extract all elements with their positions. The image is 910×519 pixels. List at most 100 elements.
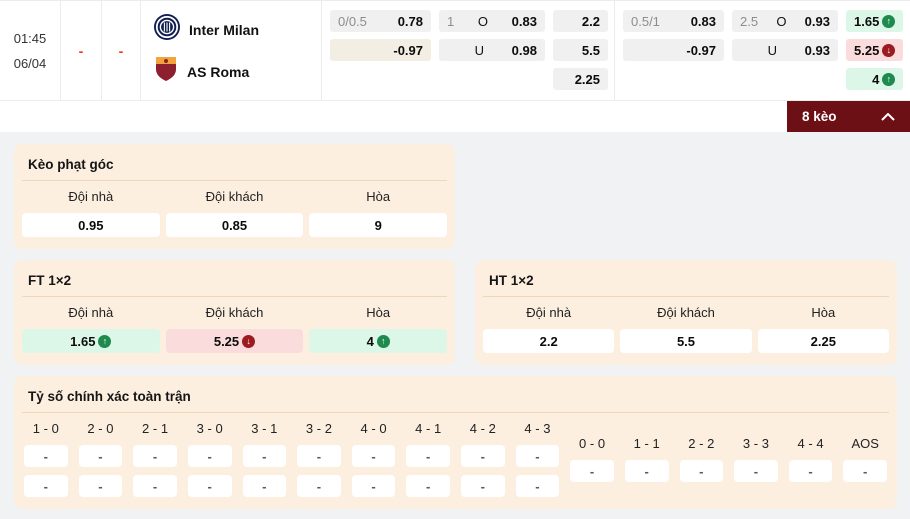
odds-count-toggle-button[interactable]: 8 kèo	[787, 101, 910, 132]
ht-panel-title: HT 1×2	[483, 268, 889, 297]
ft-home-odd-cell[interactable]: 1.65 ↑	[22, 329, 160, 353]
odds-group-2: 0.5/1 0.83 2.5 O 0.93 1.65 ↑ -0.97 U 0.9…	[615, 1, 909, 100]
score-odd-cell[interactable]: -	[297, 475, 341, 497]
match-card: 01:45 06/04 - - Inter Milan	[0, 0, 910, 132]
score-column-3-0: 3 - 0 - -	[187, 421, 232, 497]
score-odd-cell[interactable]: -	[515, 475, 560, 497]
score-odd-cell[interactable]: -	[351, 445, 396, 467]
score-odd-cell[interactable]: -	[406, 475, 450, 497]
under-label: U	[767, 42, 778, 58]
handicap-line: 0.5/1	[631, 13, 660, 29]
corner-panel-title: Kèo phạt góc	[22, 152, 447, 181]
away-team-row[interactable]: AS Roma	[154, 56, 321, 87]
ht-home-odd-cell[interactable]: 2.2	[483, 329, 615, 353]
handicap-odd: 0.78	[397, 13, 423, 29]
score-odd-cell[interactable]: -	[133, 475, 177, 497]
away-header: Đội khách	[205, 305, 264, 320]
group1-away-win-cell[interactable]: 5.5	[553, 39, 608, 61]
group1-under-cell[interactable]: U 0.98	[439, 39, 545, 61]
home-team-row[interactable]: Inter Milan	[154, 14, 321, 45]
trend-up-icon: ↑	[882, 14, 896, 28]
home-win-odd: 1.65	[854, 13, 880, 29]
group1-handicap-bottom-cell[interactable]: -0.97	[330, 39, 431, 61]
away-header: Đội khách	[205, 189, 264, 204]
handicap-odd: -0.97	[393, 42, 423, 58]
score-odd-cell[interactable]: -	[788, 460, 833, 482]
score-odd-cell[interactable]: -	[624, 460, 669, 482]
corner-home-odd-cell[interactable]: 0.95	[22, 213, 160, 237]
score-odd-cell[interactable]: -	[24, 445, 68, 467]
group1-over-cell[interactable]: 1 O 0.83	[439, 10, 545, 32]
total-line: 1	[447, 13, 455, 29]
score-column-4-1: 4 - 1 - -	[406, 421, 450, 497]
score-column-1-1: 1 - 1 -	[624, 421, 669, 497]
handicap-line: 0/0.5	[338, 13, 367, 29]
group2-handicap-bottom-cell[interactable]: -0.97	[623, 39, 724, 61]
away-win-odd: 5.25	[854, 42, 880, 58]
group1-handicap-top-cell[interactable]: 0/0.5 0.78	[330, 10, 431, 32]
odds-count-label: 8 kèo	[802, 109, 837, 124]
score-odd-cell[interactable]: -	[843, 460, 887, 482]
group2-away-win-cell[interactable]: 5.25 ↓	[846, 39, 904, 61]
ht-draw-odd-cell[interactable]: 2.25	[757, 329, 889, 353]
group1-draw-cell[interactable]: 2.25	[553, 68, 608, 90]
score-odd-cell[interactable]: -	[187, 475, 232, 497]
group1-home-win-cell[interactable]: 2.2	[553, 10, 608, 32]
score-odd-cell[interactable]: -	[133, 445, 177, 467]
match-time: 01:45	[13, 30, 47, 46]
ft-away-odd-cell[interactable]: 5.25 ↓	[165, 329, 304, 353]
odds-group-1: 0/0.5 0.78 1 O 0.83 2.2 -0.97 U 0.98 5.5	[322, 1, 615, 100]
match-date: 06/04	[13, 55, 47, 71]
match-row: 01:45 06/04 - - Inter Milan	[0, 1, 910, 101]
score-column-4-0: 4 - 0 - -	[351, 421, 396, 497]
draw-odd: 2.25	[574, 71, 600, 87]
over-label: O	[477, 13, 489, 29]
score-odd-cell[interactable]: -	[734, 460, 778, 482]
teams-column: Inter Milan AS Roma	[141, 1, 322, 100]
score-odd-cell[interactable]: -	[461, 445, 505, 467]
score-odd-cell[interactable]: -	[297, 445, 341, 467]
group2-home-win-cell[interactable]: 1.65 ↑	[846, 10, 904, 32]
draw-header: Hòa	[366, 189, 391, 204]
ft-draw-odd-cell[interactable]: 4 ↑	[309, 329, 448, 353]
ft-1x2-panel: FT 1×2 Đội nhà 1.65 ↑ Đội khách 5.25 ↓	[14, 260, 455, 365]
home-header: Đội nhà	[526, 305, 572, 320]
score-odd-cell[interactable]: -	[679, 460, 724, 482]
score-odd-cell[interactable]: -	[351, 475, 396, 497]
draw-header: Hòa	[811, 305, 836, 320]
score-column-2-0: 2 - 0 - -	[78, 421, 123, 497]
over-odd: 0.93	[804, 13, 830, 29]
home-team-name: Inter Milan	[189, 21, 260, 38]
corner-draw-odd-cell[interactable]: 9	[309, 213, 448, 237]
score-odd-cell[interactable]: -	[570, 460, 614, 482]
trend-down-icon: ↓	[242, 334, 256, 348]
group2-draw-cell[interactable]: 4 ↑	[846, 68, 904, 90]
score-odd-cell[interactable]: -	[406, 445, 450, 467]
score-odd-cell[interactable]: -	[242, 475, 287, 497]
score-column-3-1: 3 - 1 - -	[242, 421, 287, 497]
score-column-1-0: 1 - 0 - -	[24, 421, 68, 497]
total-line: 2.5	[740, 13, 759, 29]
as-roma-crest-icon	[154, 56, 178, 87]
score-odd-cell[interactable]: -	[78, 445, 123, 467]
group2-handicap-top-cell[interactable]: 0.5/1 0.83	[623, 10, 724, 32]
ht-away-odd-cell[interactable]: 5.5	[620, 329, 752, 353]
score-column-2-1: 2 - 1 - -	[133, 421, 177, 497]
ht-1x2-panel: HT 1×2 Đội nhà 2.2 Đội khách 5.5 Hòa 2.2…	[475, 260, 897, 365]
home-header: Đội nhà	[68, 189, 114, 204]
score-odd-cell[interactable]: -	[461, 475, 505, 497]
home-header: Đội nhà	[68, 305, 114, 320]
group2-under-cell[interactable]: U 0.93	[732, 39, 838, 61]
away-team-name: AS Roma	[187, 63, 250, 80]
score-odd-cell[interactable]: -	[515, 445, 560, 467]
over-label: O	[776, 13, 787, 29]
score-odd-cell[interactable]: -	[24, 475, 68, 497]
corner-away-odd-cell[interactable]: 0.85	[165, 213, 304, 237]
trend-down-icon: ↓	[882, 43, 896, 57]
ft-panel-title: FT 1×2	[22, 268, 447, 297]
score-odd-cell[interactable]: -	[187, 445, 232, 467]
under-label: U	[474, 42, 485, 58]
score-odd-cell[interactable]: -	[242, 445, 287, 467]
group2-over-cell[interactable]: 2.5 O 0.93	[732, 10, 838, 32]
score-odd-cell[interactable]: -	[78, 475, 123, 497]
